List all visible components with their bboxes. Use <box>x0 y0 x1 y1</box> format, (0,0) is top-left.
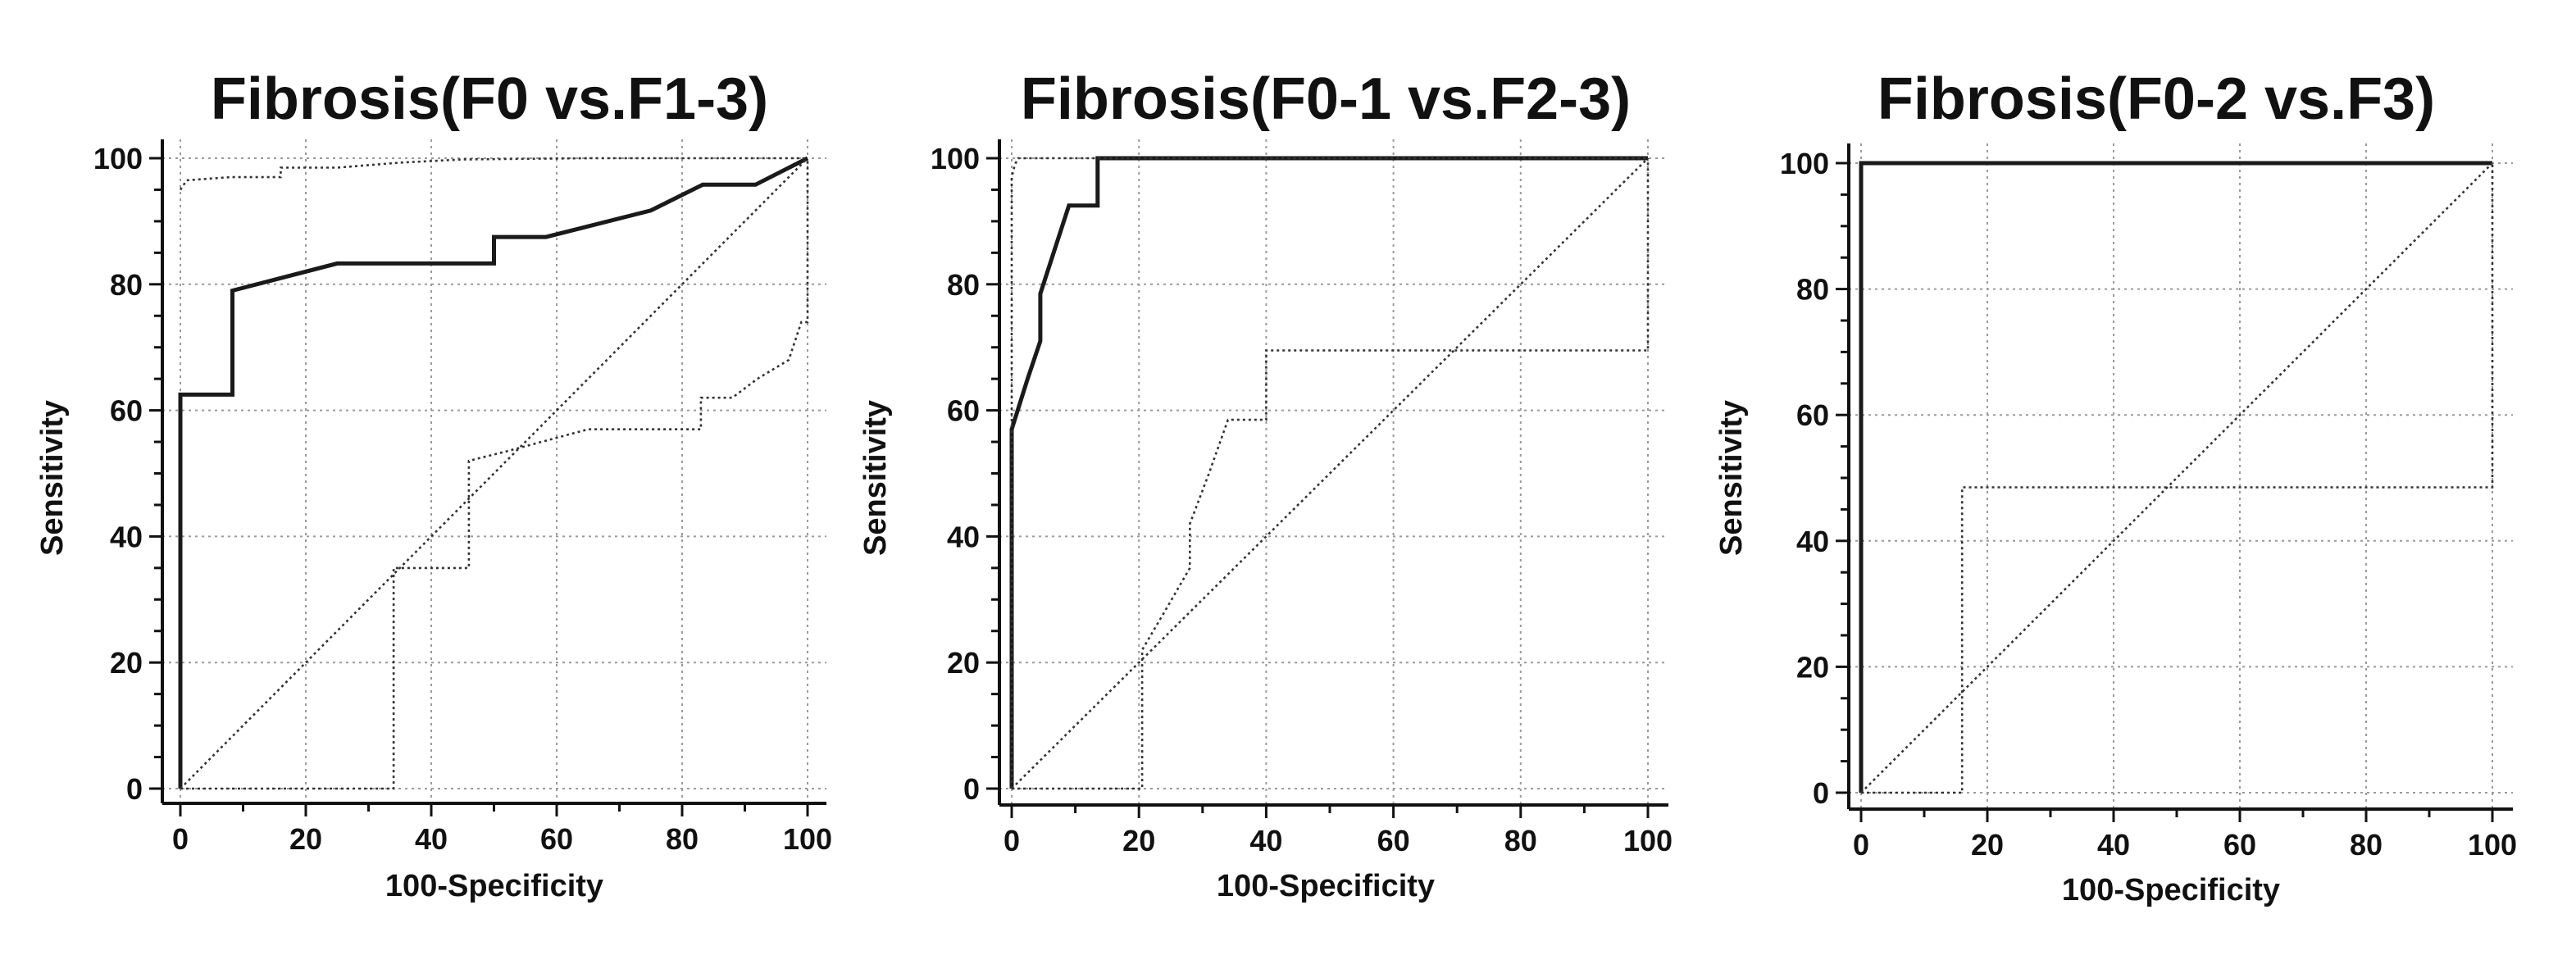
x-tick-label-3-20: 20 <box>1971 828 2004 862</box>
x-axis-label-1: 100-Specificity <box>385 869 603 903</box>
y-tick-label-2-80: 80 <box>947 268 980 302</box>
x-tick-label-2-20: 20 <box>1122 824 1155 857</box>
roc-lines-1 <box>178 156 809 790</box>
y-tick-label-3-0: 0 <box>1813 776 1829 810</box>
chart-panel-1: Fibrosis(F0 vs.F1-3) Sensitivity 100-Spe… <box>35 66 832 903</box>
roc-lines-3 <box>1859 161 2494 794</box>
x-tick-label-1-100: 100 <box>783 822 832 856</box>
series-ci_lower-line-3 <box>1861 163 2494 794</box>
y-tick-label-1-80: 80 <box>110 268 143 302</box>
y-tick-label-2-20: 20 <box>947 646 980 680</box>
y-tick-label-1-100: 100 <box>93 142 143 175</box>
roc-lines-2 <box>1009 156 1650 790</box>
y-tick-label-1-0: 0 <box>126 772 143 806</box>
y-tick-label-3-40: 40 <box>1796 525 1829 558</box>
y-tick-label-2-60: 60 <box>947 394 980 428</box>
y-tick-label-3-80: 80 <box>1796 273 1829 307</box>
x-tick-label-3-100: 100 <box>2468 828 2517 862</box>
series-roc-line-2 <box>1009 156 1648 789</box>
y-axis-label-2: Sensitivity <box>858 400 893 556</box>
series-ci_lower-line-2 <box>1012 158 1650 790</box>
y-axis-label-3: Sensitivity <box>1714 400 1749 556</box>
series-reference-line-2 <box>1011 157 1649 789</box>
series-ci_upper-line-2 <box>1010 157 1648 789</box>
x-tick-label-3-60: 60 <box>2223 828 2256 862</box>
x-tick-label-2-40: 40 <box>1249 824 1282 857</box>
x-tick-label-1-40: 40 <box>415 822 448 856</box>
y-tick-label-3-60: 60 <box>1796 398 1829 432</box>
y-tick-label-2-40: 40 <box>947 520 980 553</box>
x-tick-label-1-20: 20 <box>289 822 322 856</box>
y-tick-label-2-100: 100 <box>931 142 980 175</box>
y-tick-label-3-20: 20 <box>1796 650 1829 684</box>
axes-2 <box>986 139 1668 818</box>
x-tick-label-1-80: 80 <box>666 822 699 856</box>
x-axis-label-2: 100-Specificity <box>1217 869 1435 903</box>
x-tick-label-1-60: 60 <box>540 822 573 856</box>
y-axis-label-1: Sensitivity <box>35 400 70 556</box>
series-reference-line-1 <box>180 157 808 789</box>
series-roc-line-1 <box>178 156 809 789</box>
tick-labels-1: 0 20 40 60 80 100 0 20 40 60 80 100 <box>93 142 832 856</box>
chart-panel-3: Fibrosis(F0-2 vs.F3) Sensitivity 100-Spe… <box>1714 66 2517 907</box>
x-axis-label-3: 100-Specificity <box>2062 873 2280 907</box>
chart-title-2: Fibrosis(F0-1 vs.F2-3) <box>1021 66 1631 132</box>
x-tick-label-3-80: 80 <box>2350 828 2383 862</box>
axes-1 <box>149 139 826 816</box>
x-tick-label-2-60: 60 <box>1377 824 1410 857</box>
y-tick-label-3-100: 100 <box>1780 147 1829 180</box>
x-tick-label-3-0: 0 <box>1853 828 1869 862</box>
y-tick-label-1-20: 20 <box>110 646 143 680</box>
chart-title-1: Fibrosis(F0 vs.F1-3) <box>211 66 768 132</box>
chart-panel-2: Fibrosis(F0-1 vs.F2-3) Sensitivity 100-S… <box>858 66 1673 903</box>
x-tick-label-2-100: 100 <box>1623 824 1673 857</box>
y-tick-label-1-40: 40 <box>110 520 143 553</box>
x-tick-label-3-40: 40 <box>2097 828 2130 862</box>
series-roc-line-3 <box>1859 161 2492 793</box>
tick-labels-2: 0 20 40 60 80 100 0 20 40 60 80 100 <box>931 142 1673 857</box>
x-tick-label-1-0: 0 <box>172 822 189 856</box>
x-tick-label-2-80: 80 <box>1504 824 1537 857</box>
y-tick-label-1-60: 60 <box>110 394 143 428</box>
axes-3 <box>1836 143 2513 822</box>
y-tick-label-2-0: 0 <box>963 772 980 806</box>
x-tick-label-2-0: 0 <box>1004 824 1020 857</box>
tick-labels-3: 0 20 40 60 80 100 0 20 40 60 80 100 <box>1780 147 2517 862</box>
chart-title-3: Fibrosis(F0-2 vs.F3) <box>1877 66 2435 132</box>
